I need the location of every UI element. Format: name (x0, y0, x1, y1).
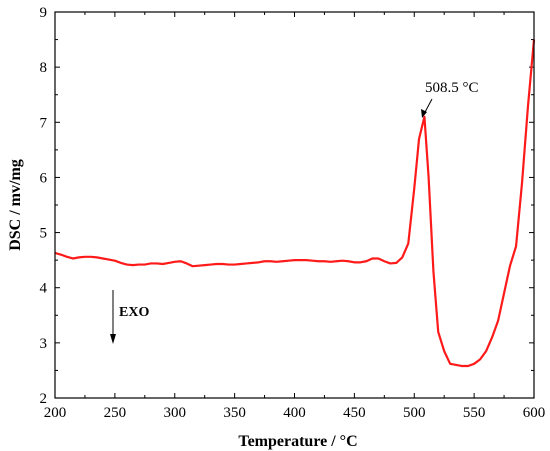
exo-label: EXO (119, 305, 149, 320)
x-tick-label: 300 (164, 405, 187, 421)
y-tick-label: 4 (40, 281, 48, 297)
x-tick-label: 200 (44, 405, 67, 421)
x-tick-label: 500 (403, 405, 426, 421)
peak-annotation: 508.5 °C (421, 80, 479, 118)
y-tick-label: 2 (40, 391, 48, 407)
y-tick-label: 3 (40, 336, 48, 352)
x-axis-title: Temperature / °C (238, 433, 357, 450)
axis-ticks (54, 11, 535, 399)
y-tick-label: 9 (40, 5, 48, 21)
y-axis-title: DSC / mv/mg (7, 159, 24, 251)
x-tick-label: 350 (223, 405, 246, 421)
x-tick-labels: 200 250 300 350 400 450 500 550 600 (44, 405, 546, 421)
data-line (54, 39, 536, 368)
y-tick-label: 5 (40, 226, 48, 242)
x-tick-label: 600 (523, 405, 546, 421)
plot-frame (54, 11, 535, 399)
y-tick-labels: 2 3 4 5 6 7 8 9 (40, 5, 48, 407)
x-tick-label: 400 (283, 405, 306, 421)
y-tick-label: 7 (40, 115, 48, 131)
x-tick-label: 450 (343, 405, 366, 421)
x-tick-label: 250 (104, 405, 127, 421)
y-tick-label: 8 (40, 60, 48, 76)
exo-arrow-head (110, 334, 116, 344)
peak-arrow-head (421, 109, 427, 118)
x-tick-label: 550 (463, 405, 486, 421)
exo-indicator: EXO (110, 290, 149, 344)
peak-label: 508.5 °C (425, 80, 479, 96)
y-tick-label: 6 (40, 170, 48, 186)
